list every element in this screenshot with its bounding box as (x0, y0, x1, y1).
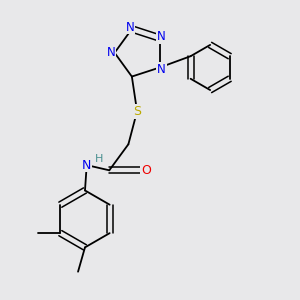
Text: N: N (157, 30, 166, 43)
Text: N: N (126, 21, 134, 34)
Text: N: N (107, 46, 116, 59)
Text: O: O (141, 164, 151, 177)
Text: S: S (133, 105, 141, 118)
Text: N: N (82, 159, 92, 172)
Text: H: H (95, 154, 103, 164)
Text: N: N (157, 63, 166, 76)
